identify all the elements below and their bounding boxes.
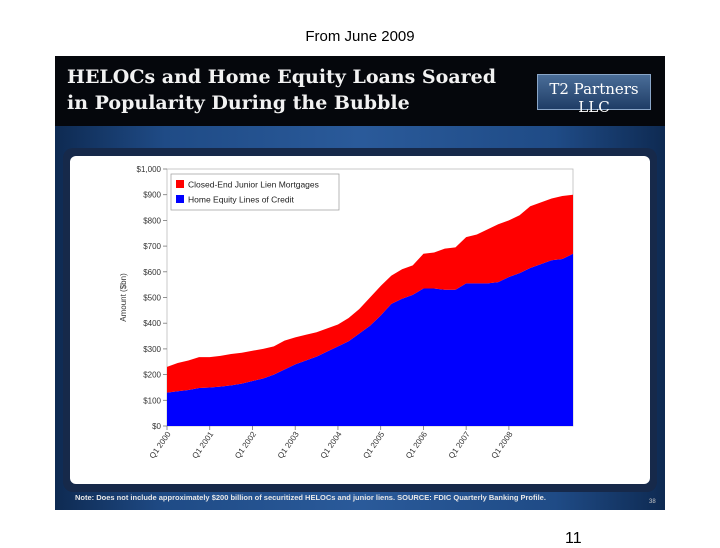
legend-label: Home Equity Lines of Credit (188, 195, 294, 205)
logo-underline (538, 99, 650, 103)
x-tick-label: Q1 2003 (276, 430, 301, 461)
legend-swatch (176, 195, 184, 203)
area-chart: $0 $100 $200 $300 $400 $500 $600 $700 $800 $900 $1… (119, 165, 574, 461)
slide-title: HELOCs and Home Equity Loans Soared in P… (67, 64, 527, 116)
y-tick-label: $500 (143, 294, 161, 303)
slide-number: 38 (649, 499, 656, 505)
y-tick-label: $600 (143, 268, 161, 277)
chart-panel: $0 $100 $200 $300 $400 $500 $600 $700 $800 $900 $1… (70, 156, 650, 484)
y-tick-label: $200 (143, 371, 161, 380)
legend-label: Closed-End Junior Lien Mortgages (188, 180, 319, 190)
x-tick-label: Q1 2004 (319, 430, 344, 461)
logo: T2 Partners LLC (537, 74, 651, 116)
slide-title-line1: HELOCs and Home Equity Loans Soared (67, 66, 497, 88)
x-tick-label: Q1 2002 (233, 430, 258, 461)
x-tick-label: Q1 2007 (447, 430, 472, 461)
y-tick-label: $1,000 (137, 165, 162, 174)
caption: From June 2009 (305, 28, 415, 45)
slide-title-line2: in Popularity During the Bubble (67, 92, 410, 114)
y-tick-label: $0 (152, 422, 161, 431)
y-tick-label: $100 (143, 396, 161, 405)
x-tick-label: Q1 2006 (404, 430, 429, 461)
x-tick-label: Q1 2001 (190, 430, 215, 461)
logo-text: T2 Partners LLC (549, 80, 639, 116)
x-tick-label: Q1 2000 (148, 430, 173, 461)
slide: HELOCs and Home Equity Loans Soared in P… (55, 56, 665, 510)
x-tick-label: Q1 2005 (361, 430, 386, 461)
y-axis-label: Amount ($bn) (119, 273, 128, 322)
page-number: 11 (565, 530, 582, 547)
series-area-closed-end-junior-lien-mortgages (167, 194, 573, 393)
y-tick-label: $900 (143, 191, 161, 200)
y-tick-label: $300 (143, 345, 161, 354)
y-tick-label: $800 (143, 216, 161, 225)
slide-header: HELOCs and Home Equity Loans Soared in P… (55, 56, 665, 126)
legend-box (170, 173, 340, 211)
source-note: Note: Does not include approximately $20… (75, 493, 546, 502)
x-tick-label: Q1 2008 (490, 430, 515, 461)
series-area-home-equity-lines-of-credit (167, 253, 573, 426)
y-tick-label: $700 (143, 242, 161, 251)
y-tick-label: $400 (143, 319, 161, 328)
legend-swatch (176, 180, 184, 188)
